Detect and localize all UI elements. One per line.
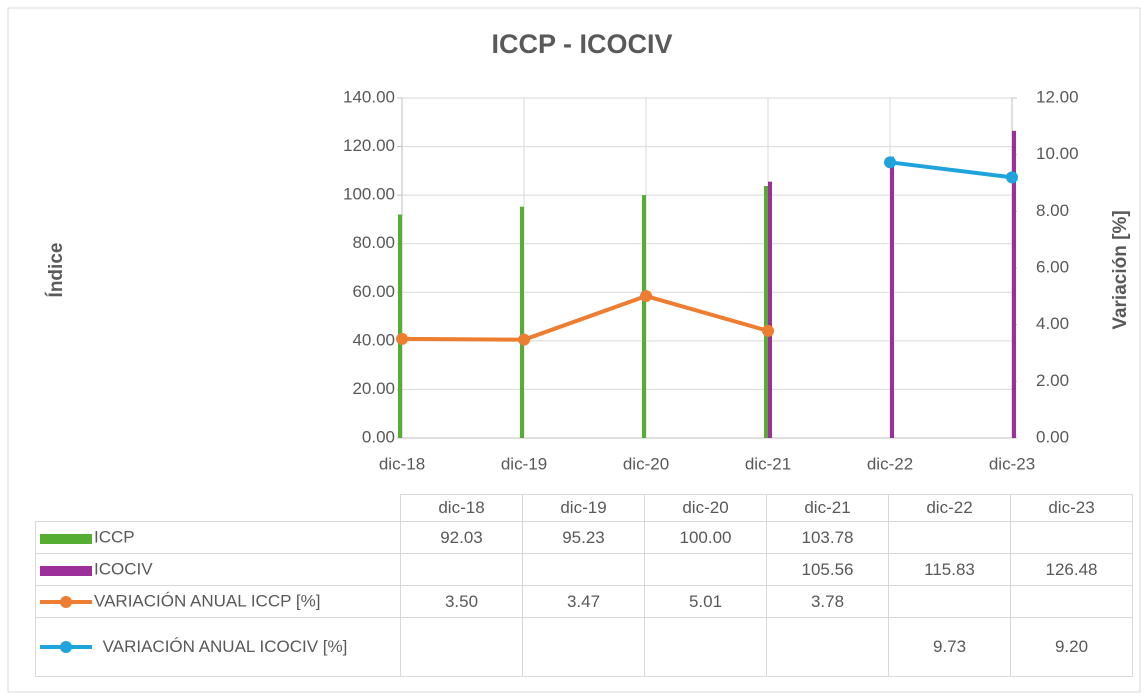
bar: [398, 214, 402, 438]
table-cell: [522, 553, 645, 586]
y2-tick-label: 6.00: [1036, 257, 1069, 276]
line-point: [396, 332, 408, 345]
y-tick-label: 100.00: [343, 185, 395, 204]
legend-dot: [60, 595, 72, 608]
line-point: [640, 290, 652, 303]
legend-key: [40, 565, 92, 576]
table-cell: [766, 617, 889, 677]
table-cell: [400, 617, 523, 677]
y-tick-label: 80.00: [352, 233, 395, 252]
table-cell: 3.78: [766, 585, 889, 618]
y2-tick-label: 4.00: [1036, 314, 1069, 333]
bar: [1012, 130, 1016, 438]
line: [401, 294, 769, 342]
y-tick-label: 20.00: [352, 379, 395, 398]
y2-tick-label: 8.00: [1036, 201, 1069, 220]
table-cell: [1010, 585, 1133, 618]
legend-label: VARIACIÓN ANUAL ICCP [%]: [94, 591, 321, 611]
table-cell: [400, 553, 523, 586]
legend-key: [40, 533, 92, 544]
bar: [890, 156, 894, 438]
y-tick-label: 0.00: [362, 427, 395, 446]
table-row-label: ICCP: [35, 521, 401, 554]
y-tick-label: 120.00: [343, 136, 395, 155]
data-table: dic-18 dic-19 dic-20 dic-21 dic-22 dic-23 ICCP…: [35, 494, 1133, 677]
table-cell: 3.47: [522, 585, 645, 618]
table-row: VARIACIÓN ANUAL ICCP [%] 3.50 3.47 5.01 3.78: [35, 585, 1133, 618]
legend-dot: [60, 641, 72, 654]
x-tick-label: dic-19: [501, 454, 547, 473]
bar: [520, 206, 524, 438]
y-tick-label: 140.00: [343, 87, 395, 106]
legend-label: VARIACIÓN ANUAL ICOCIV [%]: [102, 637, 348, 657]
table-header-cell: dic-23: [1010, 494, 1133, 522]
x-tick-label: dic-20: [623, 454, 669, 473]
y2-tick-label: 0.00: [1036, 427, 1069, 446]
y2-tick-label: 2.00: [1036, 371, 1069, 390]
x-tick-label: dic-18: [379, 454, 425, 473]
table-cell: 92.03: [400, 521, 523, 554]
table-cell: 126.48: [1010, 553, 1133, 586]
table-header-cell: dic-19: [522, 494, 645, 522]
x-tick-label: dic-22: [867, 454, 913, 473]
legend-label: ICOCIV: [94, 559, 153, 579]
table-cell: [1010, 521, 1133, 554]
table-cell: 115.83: [888, 553, 1011, 586]
chart-title: ICCP - ICOCIV: [491, 29, 672, 59]
legend-key: [40, 641, 92, 654]
table-cell: [888, 521, 1011, 554]
line-point: [762, 324, 774, 337]
table-cell: 103.78: [766, 521, 889, 554]
table-cell: [644, 553, 767, 586]
table-cell: 5.01: [644, 585, 767, 618]
table-cell: 9.73: [888, 617, 1011, 677]
bar: [642, 195, 646, 438]
table-row: ICCP 92.03 95.23 100.00 103.78: [35, 521, 1133, 554]
y2-axis-label: Variación [%]: [1110, 210, 1131, 329]
legend-swatch: [40, 565, 92, 576]
y2-tick-label: 10.00: [1036, 144, 1079, 163]
table-cell: 9.20: [1010, 617, 1133, 677]
table-row-label: ICOCIV: [35, 553, 401, 586]
bar: [768, 181, 772, 438]
table-cell: [644, 617, 767, 677]
table-header-cell: dic-21: [766, 494, 889, 522]
table-header-cell: dic-18: [400, 494, 523, 522]
table-cell: [522, 617, 645, 677]
table-cell: 95.23: [522, 521, 645, 554]
table-cell: 105.56: [766, 553, 889, 586]
table-row: VARIACIÓN ANUAL ICOCIV [%] 9.73 9.20: [35, 617, 1133, 677]
y-tick-label: 40.00: [352, 330, 395, 349]
table-cell: 3.50: [400, 585, 523, 618]
line-point: [884, 156, 896, 169]
table-cell: [888, 585, 1011, 618]
x-tick-label: dic-21: [745, 454, 791, 473]
line-point: [518, 333, 530, 346]
table-row-label: VARIACIÓN ANUAL ICCP [%]: [35, 585, 401, 618]
y2-tick-label: 12.00: [1036, 87, 1079, 106]
table-corner: [35, 494, 401, 522]
bar: [764, 185, 768, 438]
line: [889, 160, 1013, 180]
legend-key: [40, 595, 92, 608]
table-header-row: dic-18 dic-19 dic-20 dic-21 dic-22 dic-23: [35, 494, 1133, 522]
y-tick-label: 60.00: [352, 282, 395, 301]
table-row: ICOCIV 105.56 115.83 126.48: [35, 553, 1133, 586]
table-header-cell: dic-20: [644, 494, 767, 522]
line-point: [1006, 171, 1018, 184]
table-row-label: VARIACIÓN ANUAL ICOCIV [%]: [35, 617, 401, 677]
table-cell: 100.00: [644, 521, 767, 554]
y-axis-label: Índice: [45, 243, 67, 298]
x-tick-label: dic-23: [989, 454, 1035, 473]
table-header-cell: dic-22: [888, 494, 1011, 522]
legend-label: ICCP: [94, 527, 135, 547]
legend-swatch: [40, 533, 92, 544]
